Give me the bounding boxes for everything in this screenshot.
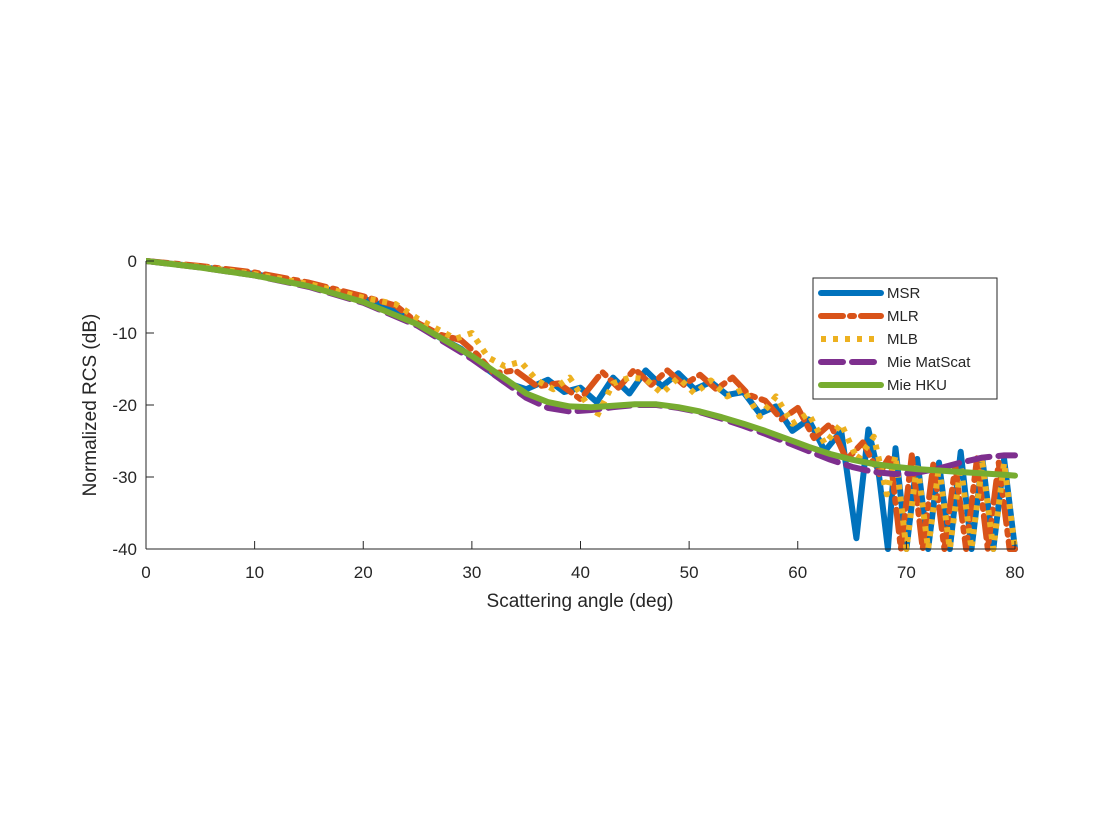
x-tick-label: 0 bbox=[141, 563, 150, 582]
legend-label: Mie MatScat bbox=[887, 354, 971, 371]
tick-layer: 0 10 20 30 40 50 60 70 80 0 -10 -20 -30 -40 bbox=[112, 252, 1024, 582]
legend-label: MSR bbox=[887, 285, 921, 302]
x-tick-label: 50 bbox=[680, 563, 699, 582]
x-tick-label: 80 bbox=[1006, 563, 1025, 582]
x-tick-label: 20 bbox=[354, 563, 373, 582]
y-tick-label: -30 bbox=[112, 468, 137, 487]
legend-items: MSR MLR MLB Mie MatScat Mie HKU bbox=[818, 285, 971, 394]
series-line-mie-hku bbox=[146, 258, 1018, 479]
legend-label: MLR bbox=[887, 308, 919, 325]
x-tick-label: 30 bbox=[462, 563, 481, 582]
x-tick-label: 60 bbox=[788, 563, 807, 582]
legend-label: Mie HKU bbox=[887, 377, 947, 394]
legend-box bbox=[812, 277, 998, 400]
x-tick-label: 40 bbox=[571, 563, 590, 582]
x-axis-title: Scattering angle (deg) bbox=[487, 591, 674, 612]
series-line-mlr bbox=[146, 258, 1018, 552]
y-tick-label: -40 bbox=[112, 540, 137, 559]
y-tick-label: -10 bbox=[112, 324, 137, 343]
y-tick-label: 0 bbox=[128, 252, 137, 271]
legend-label: MLB bbox=[887, 331, 918, 348]
x-tick-label: 70 bbox=[897, 563, 916, 582]
series-layer bbox=[146, 258, 1018, 552]
y-tick-label: -20 bbox=[112, 396, 137, 415]
series-line-mlb bbox=[146, 258, 1018, 552]
legend: MSR MLR MLB Mie MatScat Mie HKU bbox=[812, 277, 998, 400]
y-axis-title: Normalized RCS (dB) bbox=[80, 314, 101, 497]
x-tick-label: 10 bbox=[245, 563, 264, 582]
